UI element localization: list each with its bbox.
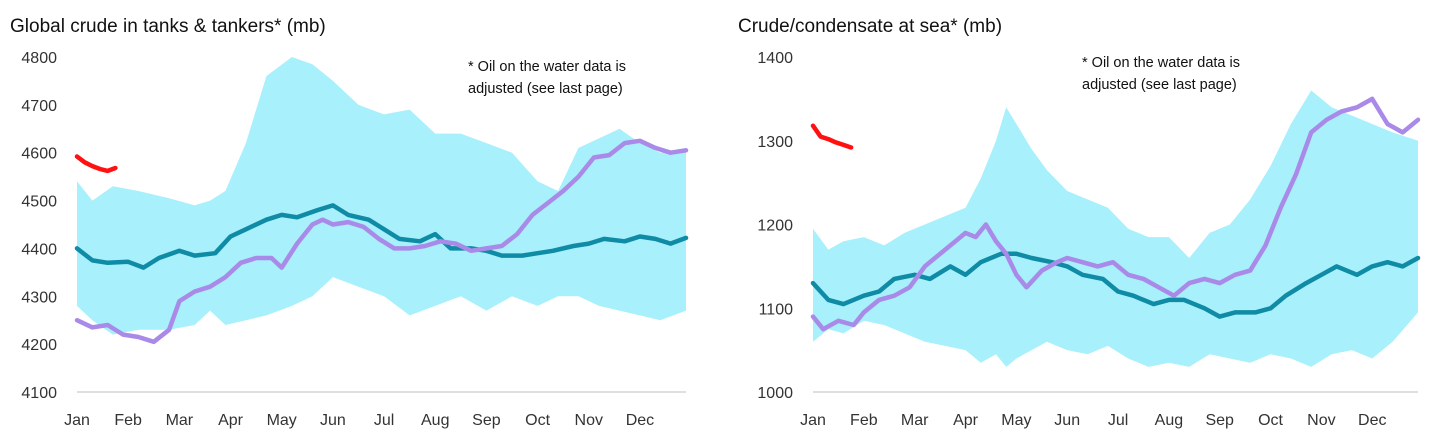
x-tick-label: Sep [1205,412,1234,429]
y-tick-label: 1300 [757,134,793,151]
x-tick-label: Mar [901,412,929,429]
y-tick-label: 1100 [759,301,794,318]
range-band-area [813,90,1418,367]
chart-plot-at-sea: 1000 1100 1200 1300 1400 Jan Feb Mar Apr May Jun Ju… [757,50,1421,429]
x-tick-label: Dec [1358,412,1386,429]
y-tick-label: 4300 [21,289,57,306]
chart-plot-tanks: 4100 4200 4300 4400 4500 4600 4700 4800 Jan Feb Ma… [21,50,689,429]
note-line-2: adjusted (see last page) [468,81,623,97]
x-tick-label: Jun [320,412,346,429]
chart-panel-tanks: Global crude in tanks & tankers* (mb) * … [10,16,689,429]
x-tick-label: Nov [575,412,603,429]
x-tick-label: Oct [1258,412,1283,429]
y-tick-label: 4500 [21,194,57,211]
chart-title: Global crude in tanks & tankers* (mb) [10,16,326,37]
y-tick-label: 4800 [21,50,57,67]
x-tick-label: Aug [1155,412,1183,429]
series-line-1 [810,251,1421,319]
y-tick-label: 4700 [21,98,57,115]
series-line-1 [74,203,689,270]
x-tick-label: May [267,412,297,429]
x-tick-label: Jun [1054,412,1080,429]
x-tick-label: Jan [64,412,90,429]
x-tick-label: Oct [525,412,550,429]
y-tick-label: 1000 [757,385,793,402]
x-tick-label: Feb [114,412,142,429]
y-tick-label: 4100 [21,385,57,402]
range-band-area [77,57,686,335]
chart-note: * Oil on the water data is adjusted (see… [468,56,626,100]
x-tick-label: Nov [1307,412,1335,429]
x-tick-label: Dec [626,412,654,429]
series-line-3 [810,123,854,150]
y-tick-label: 1200 [757,218,793,235]
chart-title: Crude/condensate at sea* (mb) [738,16,1003,37]
x-tick-label: Apr [953,412,979,429]
note-line-2: adjusted (see last page) [1082,77,1237,93]
x-tick-label: May [1001,412,1031,429]
note-line-1: * Oil on the water data is [468,59,626,75]
x-tick-label: Feb [850,412,878,429]
x-tick-label: Jan [800,412,826,429]
y-tick-label: 1400 [757,50,793,67]
series-line-2 [810,96,1421,332]
series-line-3 [74,154,118,174]
y-tick-label: 4400 [21,241,57,258]
note-line-1: * Oil on the water data is [1082,55,1240,71]
x-tick-label: Jul [1108,412,1128,429]
y-tick-label: 4200 [21,337,57,354]
x-tick-label: Jul [374,412,394,429]
chart-panel-at-sea: Crude/condensate at sea* (mb) * Oil on t… [728,0,1456,440]
y-tick-label: 4600 [21,146,57,163]
x-tick-label: Sep [472,412,501,429]
x-tick-label: Mar [166,412,194,429]
x-tick-label: Aug [421,412,449,429]
series-line-2 [74,138,689,345]
chart-note: * Oil on the water data is adjusted (see… [1082,52,1240,96]
x-tick-label: Apr [218,412,244,429]
